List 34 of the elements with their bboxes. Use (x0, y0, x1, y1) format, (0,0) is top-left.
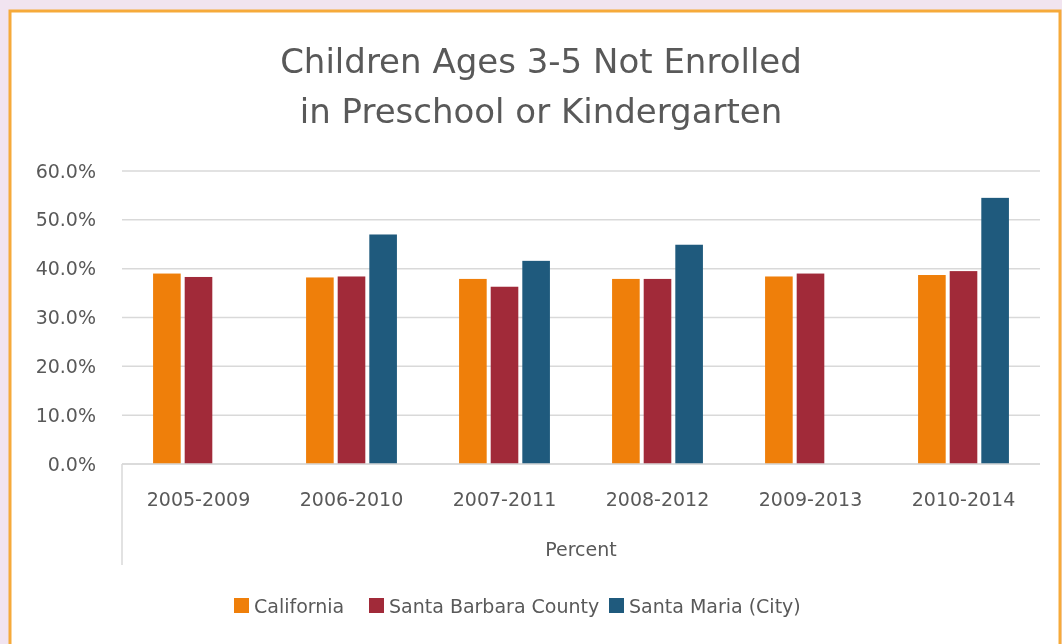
x-tick-label: 2010-2014 (911, 488, 1016, 510)
x-axis-title: Percent (545, 538, 617, 560)
y-tick-label: 60.0% (35, 159, 96, 182)
y-tick-label: 0.0% (47, 452, 96, 475)
bar (337, 276, 366, 464)
y-tick-label: 10.0% (35, 403, 96, 426)
chart-title: Children Ages 3-5 Not Enrolled in Preschool or Kindergarten (280, 41, 802, 131)
bar (643, 278, 672, 464)
x-tick-label: 2009-2013 (758, 488, 863, 510)
legend-label: Santa Barbara County (389, 594, 600, 617)
bar (981, 197, 1009, 464)
bar (306, 277, 334, 464)
legend-label: Santa Maria (City) (629, 594, 801, 617)
bar (765, 276, 793, 464)
y-tick-label: 20.0% (35, 354, 96, 377)
bar (675, 244, 703, 464)
bar (796, 273, 825, 464)
bar (918, 275, 946, 464)
legend-label: California (254, 594, 345, 617)
y-tick-label: 40.0% (35, 257, 96, 280)
y-tick-label: 30.0% (35, 306, 96, 329)
bar (459, 278, 487, 464)
x-tick-label: 2006-2010 (299, 488, 404, 510)
bar (522, 260, 550, 464)
bar (612, 278, 640, 464)
bar (184, 276, 213, 464)
x-tick-label: 2005-2009 (146, 488, 251, 510)
bar (369, 234, 397, 464)
x-tick-label: 2007-2011 (452, 488, 557, 510)
y-tick-label: 50.0% (35, 208, 96, 231)
bar (490, 286, 519, 464)
x-tick-label: 2008-2012 (605, 488, 710, 510)
bar (949, 271, 978, 464)
bar (153, 273, 181, 464)
